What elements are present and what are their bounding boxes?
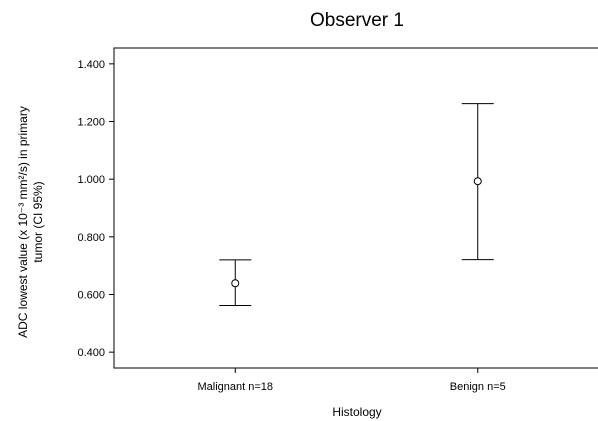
error-bars xyxy=(219,103,494,306)
y-axis-label: ADC lowest value (x 10⁻³ mm²/s) in prima… xyxy=(16,106,45,338)
y-tick-label: 1.000 xyxy=(77,174,105,186)
y-tick-label: 1.400 xyxy=(77,59,105,71)
y-tick-label: 0.800 xyxy=(77,232,105,244)
x-axis-label: Histology xyxy=(332,405,381,419)
x-axis-ticks: Malignant n=18 Benign n=5 xyxy=(197,368,506,393)
y-tick-label: 1.200 xyxy=(77,117,105,129)
plot-frame xyxy=(113,47,598,369)
chart-title: Observer 1 xyxy=(310,10,404,31)
y-tick-label: 0.400 xyxy=(77,347,105,359)
mean-point xyxy=(473,177,482,186)
x-tick-label: Benign n=5 xyxy=(450,381,506,393)
y-tick-label: 0.600 xyxy=(77,289,105,301)
y-axis-label-line-1: ADC lowest value (x 10⁻³ mm²/s) in prima… xyxy=(16,106,30,338)
mean-point xyxy=(231,279,240,288)
y-axis-label-line-2: tumor (CI 95%) xyxy=(31,181,45,262)
x-tick-label: Malignant n=18 xyxy=(197,381,273,393)
y-axis-ticks: 0.400 0.600 0.800 1.000 1.200 1.400 xyxy=(77,59,114,359)
